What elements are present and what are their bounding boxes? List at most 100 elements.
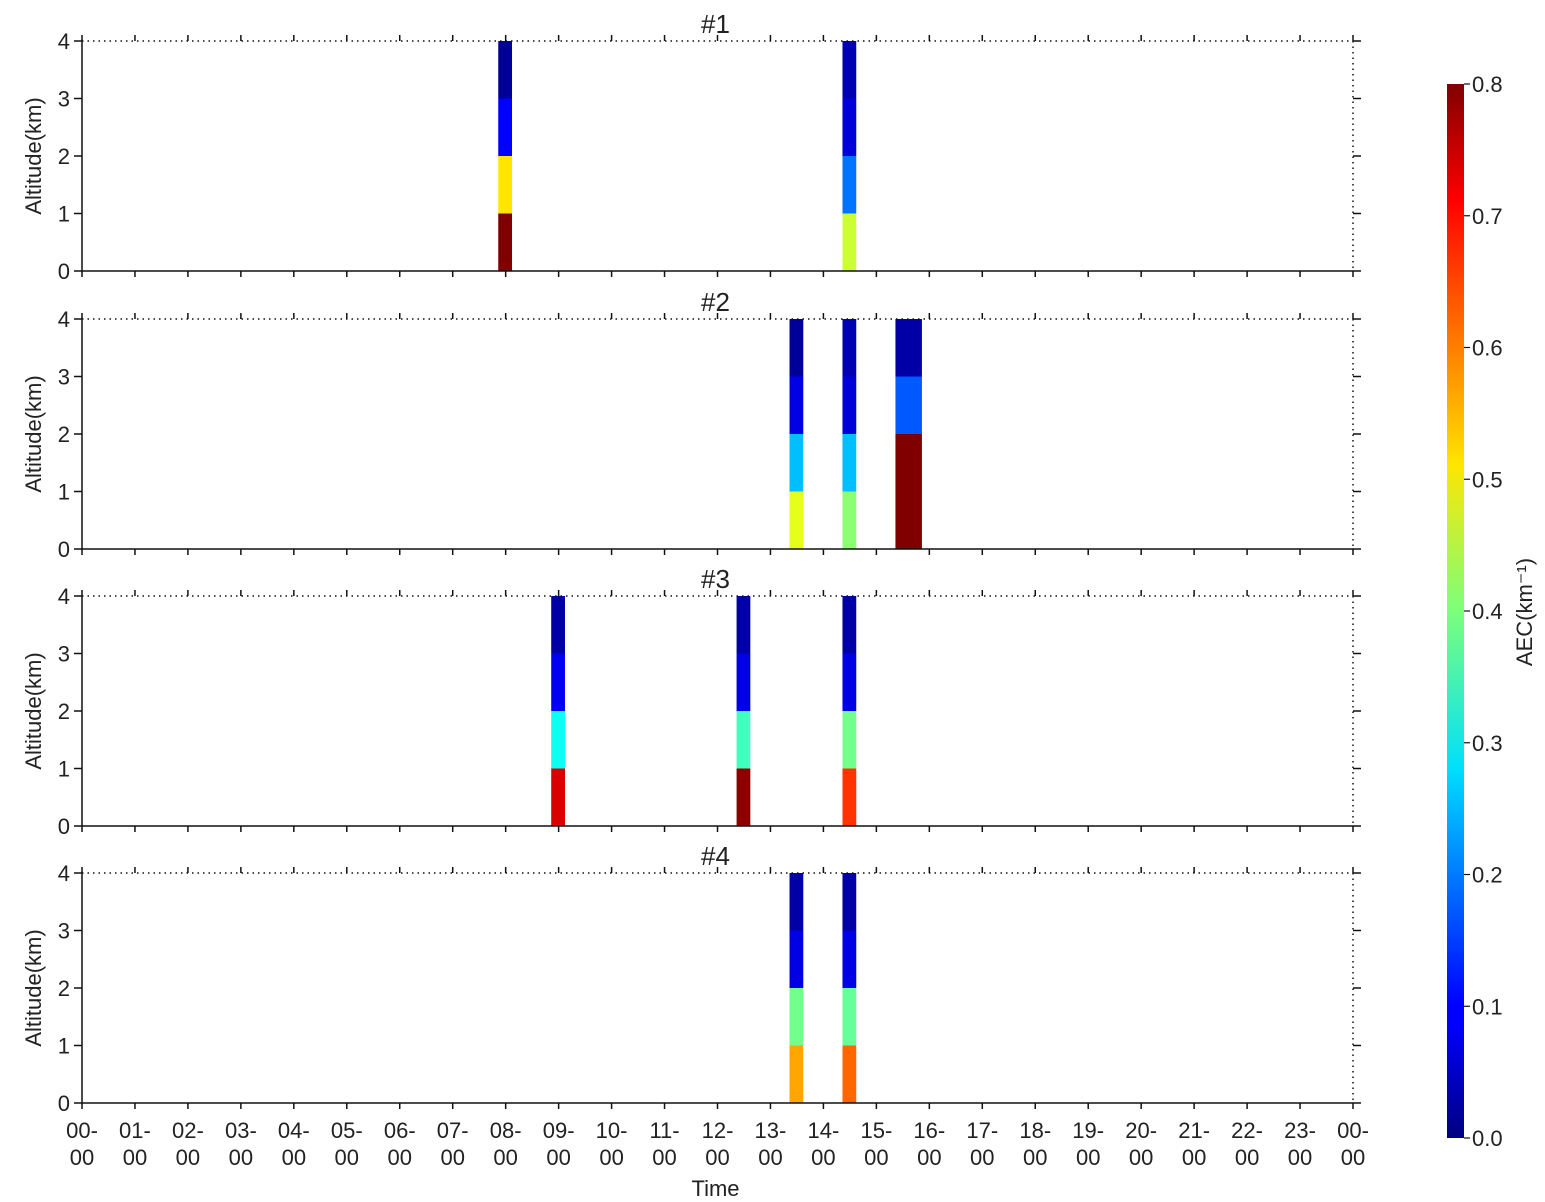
heatmap-cell <box>842 434 857 492</box>
heatmap-cell <box>736 596 751 654</box>
y-tick-label: 1 <box>58 757 70 782</box>
heatmap-cell <box>736 711 751 769</box>
x-tick-label: 05-00 <box>331 1118 363 1170</box>
heatmap-cell <box>736 653 751 711</box>
heatmap-cell <box>789 434 804 492</box>
colorbar-tick-label: 0.5 <box>1472 467 1503 492</box>
x-tick-label: 03-00 <box>225 1118 257 1170</box>
heatmap-cell <box>895 376 922 434</box>
x-tick-label: 16-00 <box>913 1118 945 1170</box>
heatmap-cell <box>551 711 565 769</box>
heatmap-cell <box>842 1045 857 1103</box>
x-tick-label: 21-00 <box>1178 1118 1210 1170</box>
y-tick-label: 1 <box>58 1034 70 1059</box>
panel-2: 0 1 2 3 4 #2 Altitude(km) <box>21 287 1361 562</box>
x-tick-label: 23-00 <box>1284 1118 1316 1170</box>
heatmap-cell <box>551 653 565 711</box>
heatmap-cell <box>842 319 857 377</box>
x-tick-label: 08-00 <box>490 1118 522 1170</box>
x-tick-label: 10-00 <box>596 1118 628 1170</box>
x-tick-label: 13-00 <box>755 1118 787 1170</box>
x-axis: 00-00 01-00 02-00 03-00 04-00 05-00 06-00 07-00… <box>66 1118 1369 1201</box>
y-tick-label: 4 <box>58 307 70 332</box>
heatmap-cell <box>789 319 804 377</box>
heatmap-cell <box>842 711 857 769</box>
colorbar-gradient <box>1447 84 1464 1138</box>
y-tick-label: 2 <box>58 144 70 169</box>
y-axis-title: Altitude(km) <box>21 652 46 769</box>
panel-title: #3 <box>701 564 730 594</box>
y-tick-label: 3 <box>58 919 70 944</box>
heatmap-cell <box>789 1045 804 1103</box>
heatmap-cell <box>498 156 513 214</box>
x-tick-label: 00-00 <box>1337 1118 1369 1170</box>
panel-1: 0 1 2 3 4 #1 Altitude(km) <box>21 9 1361 284</box>
y-axis-title: Altitude(km) <box>21 929 46 1046</box>
y-tick-label: 3 <box>58 365 70 390</box>
heatmap-cell <box>789 376 804 434</box>
x-tick-label: 12-00 <box>702 1118 734 1170</box>
x-tick-label: 01-00 <box>119 1118 151 1170</box>
heatmap-cell <box>551 596 565 654</box>
x-tick-label: 00-00 <box>66 1118 98 1170</box>
y-tick-label: 0 <box>58 814 70 839</box>
heatmap-cell <box>842 873 857 931</box>
heatmap-cell <box>895 491 922 549</box>
y-tick-label: 1 <box>58 202 70 227</box>
x-tick-label: 07-00 <box>437 1118 469 1170</box>
panels-layer: 0 1 2 3 4 #1 Altitude(km) 0 1 2 3 4 #2 Altitude(km) 0 1… <box>21 9 1361 1116</box>
heatmap-cell <box>842 653 857 711</box>
colorbar-tick-label: 0.6 <box>1472 336 1503 361</box>
y-tick-label: 0 <box>58 537 70 562</box>
x-tick-label: 14-00 <box>808 1118 840 1170</box>
colorbar-tick-label: 0.4 <box>1472 599 1503 624</box>
y-tick-label: 1 <box>58 480 70 505</box>
heatmap-cell <box>789 930 804 988</box>
colorbar-tick-label: 0.2 <box>1472 863 1503 888</box>
heatmap-cell <box>842 768 857 826</box>
colorbar-tick-label: 0.7 <box>1472 204 1503 229</box>
x-tick-label: 20-00 <box>1125 1118 1157 1170</box>
colorbar-tick-label: 0.8 <box>1472 72 1503 97</box>
heatmap-cell <box>789 873 804 931</box>
y-tick-label: 3 <box>58 87 70 112</box>
y-tick-label: 4 <box>58 29 70 54</box>
panel-4: 0 1 2 3 4 #4 Altitude(km) <box>21 841 1361 1116</box>
x-axis-title: Time <box>691 1176 739 1201</box>
x-tick-label: 18-00 <box>1019 1118 1051 1170</box>
heatmap-cell <box>842 596 857 654</box>
y-tick-label: 4 <box>58 861 70 886</box>
colorbar: 0.0 0.1 0.2 0.3 0.4 0.5 0.6 0.7 0.8 AEC(km⁻¹) <box>1447 72 1537 1151</box>
heatmap-cell <box>736 768 751 826</box>
heatmap-cell <box>895 434 922 492</box>
y-axis-title: Altitude(km) <box>21 375 46 492</box>
heatmap-cell <box>895 319 922 377</box>
y-axis-title: Altitude(km) <box>21 97 46 214</box>
colorbar-tick-label: 0.1 <box>1472 994 1503 1019</box>
x-tick-label: 17-00 <box>966 1118 998 1170</box>
heatmap-cell <box>498 213 513 271</box>
heatmap-cell <box>842 491 857 549</box>
heatmap-cell <box>842 988 857 1046</box>
x-tick-label: 22-00 <box>1231 1118 1263 1170</box>
panel-title: #4 <box>701 841 730 871</box>
heatmap-cell <box>842 930 857 988</box>
heatmap-cell <box>842 156 857 214</box>
y-tick-label: 2 <box>58 699 70 724</box>
y-tick-label: 2 <box>58 422 70 447</box>
y-tick-label: 0 <box>58 1091 70 1116</box>
y-tick-label: 3 <box>58 642 70 667</box>
colorbar-title: AEC(km⁻¹) <box>1512 558 1537 666</box>
heatmap-cell <box>498 98 513 156</box>
heatmap-cell <box>789 491 804 549</box>
heatmap-cell <box>842 41 857 99</box>
heatmap-cell <box>842 98 857 156</box>
x-tick-label: 11-00 <box>649 1118 679 1170</box>
heatmap-cell <box>551 768 565 826</box>
colorbar-tick-label: 0.0 <box>1472 1126 1503 1151</box>
heatmap-cell <box>842 213 857 271</box>
heatmap-cell <box>498 41 513 99</box>
y-tick-label: 2 <box>58 976 70 1001</box>
heatmap-cell <box>842 376 857 434</box>
